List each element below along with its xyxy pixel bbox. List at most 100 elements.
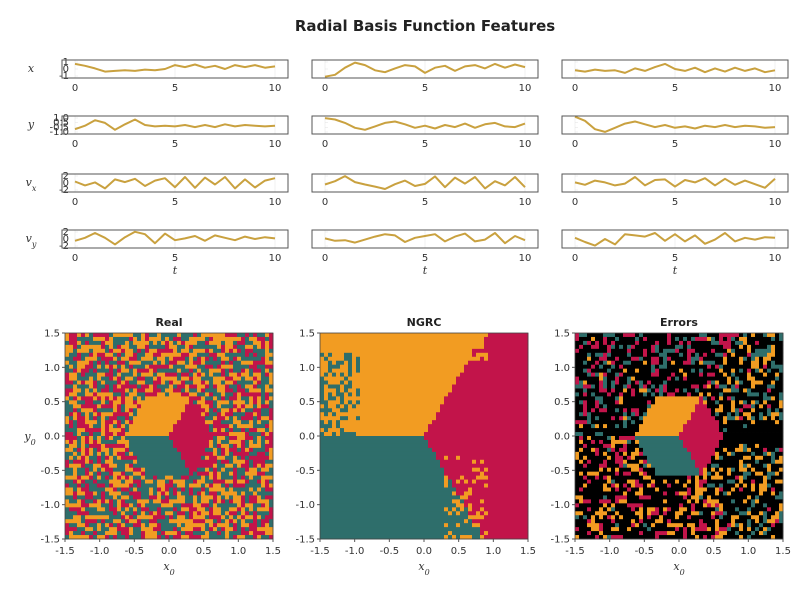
heat-cell (420, 479, 425, 484)
heat-cell (468, 463, 473, 469)
heat-cell (197, 376, 202, 381)
heat-cell (340, 523, 345, 528)
heat-cell (97, 344, 102, 350)
heat-cell (125, 356, 130, 362)
heat-cell (117, 495, 122, 500)
heat-cell (77, 376, 82, 381)
heat-cell (241, 368, 246, 374)
heat-cell (245, 451, 250, 457)
heat-cell (225, 364, 230, 370)
heat-cell (81, 360, 86, 366)
heat-cell (392, 408, 397, 413)
heat-cell (185, 376, 190, 381)
heat-cell (109, 455, 114, 461)
heat-cell (73, 412, 78, 417)
heat-cell (217, 467, 222, 473)
heat-cell (392, 388, 397, 393)
heat-cell (225, 495, 230, 500)
heat-cell (265, 364, 270, 370)
heat-cell (476, 527, 481, 532)
heat-cell (408, 424, 413, 429)
heat-cell (340, 507, 345, 512)
heat-cell (209, 348, 214, 354)
heat-cell (460, 436, 465, 441)
heat-cell (241, 535, 246, 540)
heat-cell (153, 392, 158, 397)
heat-cell (181, 491, 186, 496)
heat-cell (432, 479, 437, 484)
heat-cell (372, 507, 377, 512)
heat-cell (472, 523, 477, 528)
heat-cell (141, 392, 146, 397)
heat-cell (117, 535, 122, 540)
heat-cell (141, 463, 146, 469)
heat-cell (181, 368, 186, 374)
heat-cell (89, 515, 94, 520)
heat-cell (221, 344, 226, 350)
heat-cell (209, 412, 214, 417)
heat-cell (348, 380, 353, 385)
heat-cell (364, 432, 369, 437)
heat-cell (205, 495, 210, 500)
heat-cell (241, 364, 246, 370)
heat-cell (217, 356, 222, 362)
heat-cell (101, 404, 106, 409)
heat-cell (368, 416, 373, 421)
heat-cell (77, 491, 82, 496)
heat-cell (89, 467, 94, 473)
heat-cell (408, 443, 413, 449)
heat-cell (113, 463, 118, 469)
heat-cell (356, 392, 361, 397)
heat-cell (149, 443, 154, 449)
heat-cell (328, 392, 333, 397)
heat-cell (249, 348, 254, 354)
heat-cell (161, 424, 166, 429)
heat-cell (145, 511, 150, 516)
heat-cell (428, 495, 433, 500)
heat-cell (261, 443, 266, 449)
heat-cell (101, 523, 106, 528)
heat-cell (265, 503, 270, 508)
heat-cell (205, 475, 210, 480)
heat-cell (129, 360, 134, 366)
heat-cell (237, 400, 242, 405)
heat-cell (113, 404, 118, 409)
heat-cell (336, 515, 341, 520)
heat-cell (173, 396, 178, 401)
heat-cell (113, 352, 118, 358)
heat-cell (332, 503, 337, 508)
heat-cell (229, 511, 234, 516)
heat-cell (396, 404, 401, 409)
heat-cell (97, 451, 102, 457)
heat-cell (472, 447, 477, 453)
heat-cell (137, 523, 142, 528)
heat-cell (328, 344, 333, 350)
heat-cell (269, 376, 274, 381)
heat-cell (93, 515, 98, 520)
heat-cell (344, 368, 349, 374)
heat-cell (113, 392, 118, 397)
heat-cell (396, 392, 401, 397)
heat-cell (101, 499, 106, 504)
heat-cell (169, 368, 174, 374)
heat-cell (177, 519, 182, 524)
heat-cell (328, 491, 333, 496)
heat-cell (348, 420, 353, 425)
heat-cell (113, 471, 118, 477)
heat-cell (177, 372, 182, 377)
heat-cell (113, 436, 118, 441)
heat-cell (468, 527, 473, 532)
heat-cell (105, 491, 110, 496)
heat-cell (416, 436, 421, 441)
heat-cell (77, 495, 82, 500)
heat-cell (161, 511, 166, 516)
heat-cell (384, 412, 389, 417)
heat-cell (464, 380, 469, 385)
heat-cell (193, 527, 198, 532)
heat-cell (121, 436, 126, 441)
heat-cell (348, 436, 353, 441)
heat-cell (181, 416, 186, 421)
heat-cell (209, 475, 214, 480)
heat-cell (384, 368, 389, 374)
heat-cell (372, 428, 377, 433)
